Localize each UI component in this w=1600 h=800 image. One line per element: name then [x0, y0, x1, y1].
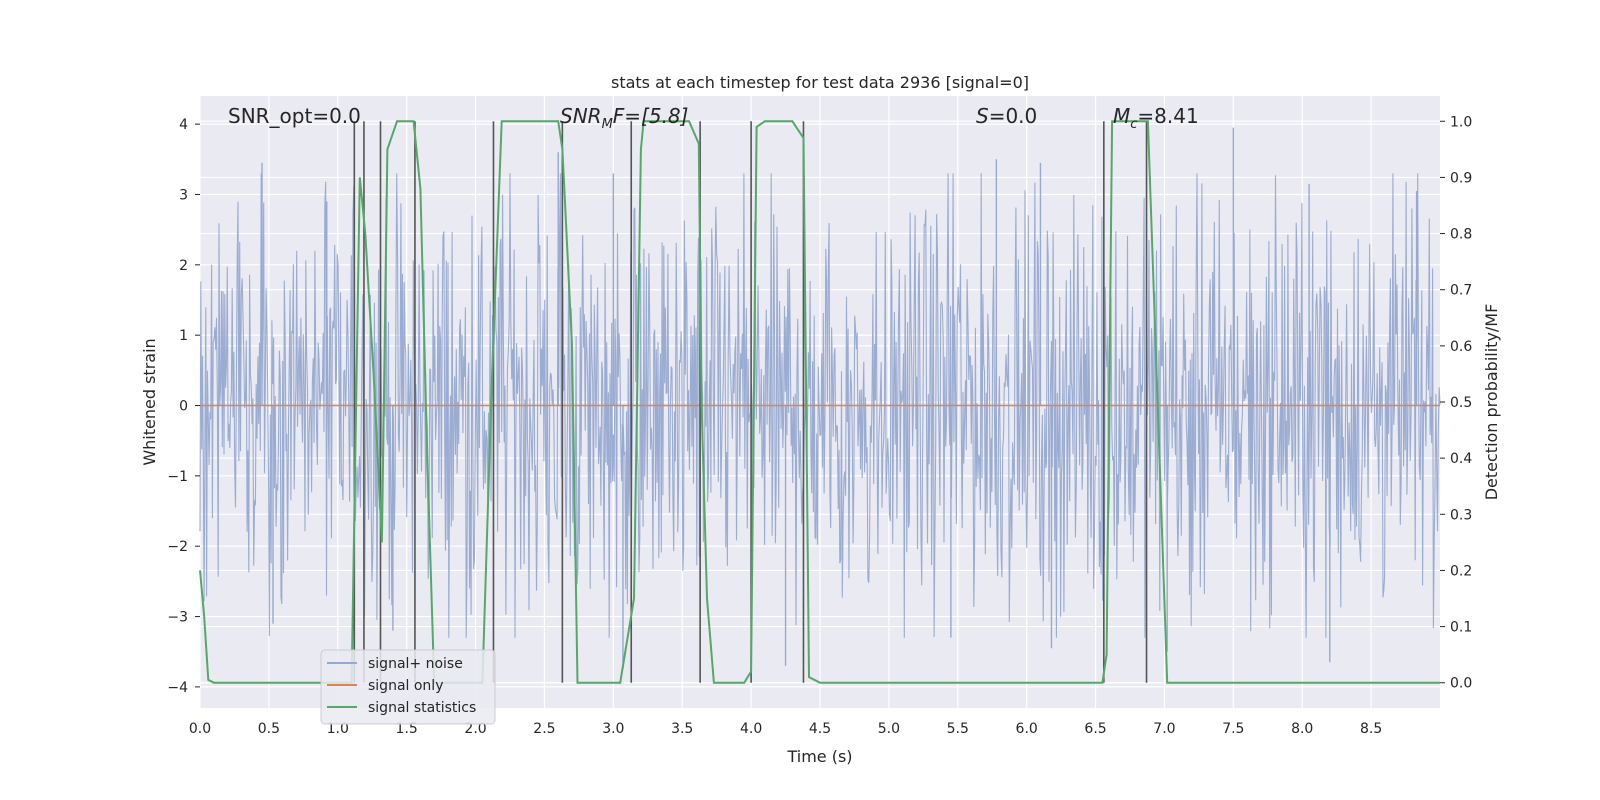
x-tick-label: 6.0	[1016, 721, 1038, 737]
y-tick-label: −4	[167, 680, 188, 696]
y-tick-labels: 4 3 2 1 0 −1 −2 −3 −4	[167, 117, 200, 696]
x-tick-label: 4.0	[740, 721, 762, 737]
y-tick-label: 0	[179, 399, 188, 415]
y-axis-label: Whitened strain	[140, 338, 159, 465]
legend-label-signal: signal only	[368, 678, 443, 694]
y-tick-label: 4	[179, 117, 188, 133]
y-tick-label: 3	[179, 187, 188, 203]
mc-sub: c	[1130, 117, 1137, 132]
annotation-snr-opt: SNR_opt=0.0	[228, 104, 361, 128]
mc-italic: M	[1113, 104, 1130, 128]
s-rest: =0.0	[989, 104, 1038, 128]
y2-tick-label: 0.4	[1450, 451, 1472, 467]
legend-label-stats: signal statistics	[368, 700, 476, 716]
y2-axis-label: Detection probability/MF	[1482, 304, 1501, 501]
y2-tick-label: 0.8	[1450, 227, 1472, 243]
x-tick-label: 6.5	[1084, 721, 1106, 737]
y-tick-label: −3	[167, 610, 188, 626]
x-tick-label: 1.5	[396, 721, 418, 737]
annotation-mc: Mc=8.41	[1113, 104, 1199, 132]
y-tick-label: −2	[167, 539, 188, 555]
x-tick-label: 1.0	[327, 721, 349, 737]
legend-label-noise: signal+ noise	[368, 656, 463, 672]
y-tick-label: −1	[167, 469, 188, 485]
snr-mf-sub: M	[602, 117, 613, 132]
statistics-series	[199, 120, 1440, 684]
snr-mf-main: SNR	[560, 104, 602, 128]
x-tick-label: 5.0	[878, 721, 900, 737]
x-tick-label: 8.5	[1360, 721, 1382, 737]
x-tick-label: 0.0	[189, 721, 211, 737]
x-tick-label: 2.5	[533, 721, 555, 737]
snr-mf-rest: F=[5.8]	[613, 104, 689, 128]
x-axis-label: Time (s)	[786, 747, 852, 766]
legend: signal+ noise signal only signal statist…	[320, 649, 496, 725]
mc-rest: =8.41	[1137, 104, 1198, 128]
chart-title: stats at each timestep for test data 293…	[611, 73, 1029, 92]
y2-tick-labels: 1.0 0.9 0.8 0.7 0.6 0.5 0.4 0.3 0.2 0.1 0.0	[1440, 114, 1472, 692]
legend-box	[320, 649, 496, 725]
y2-tick-label: 1.0	[1450, 114, 1472, 130]
x-tick-label: 0.5	[258, 721, 280, 737]
x-tick-label: 7.5	[1222, 721, 1244, 737]
noise-line	[199, 173, 1441, 638]
y2-tick-label: 0.0	[1450, 676, 1472, 692]
y2-tick-label: 0.6	[1450, 339, 1472, 355]
x-tick-labels: 0.0 0.5 1.0 1.5 2.0 2.5 3.0 3.5 4.0 4.5 5.0 5.5 6.0 6…	[189, 721, 1382, 737]
x-tick-label: 3.0	[602, 721, 624, 737]
y-tick-label: 1	[179, 328, 188, 344]
y2-tick-label: 0.9	[1450, 170, 1472, 186]
y2-tick-label: 0.7	[1450, 283, 1472, 299]
annotation-s: S=0.0	[976, 104, 1037, 128]
y2-tick-label: 0.5	[1450, 395, 1472, 411]
x-tick-label: 3.5	[671, 721, 693, 737]
y2-tick-label: 0.3	[1450, 507, 1472, 523]
x-tick-label: 7.0	[1153, 721, 1175, 737]
x-tick-label: 8.0	[1291, 721, 1313, 737]
annotation-snr-mf: SNRMF=[5.8]	[560, 104, 688, 132]
x-tick-label: 5.5	[947, 721, 969, 737]
y2-tick-label: 0.1	[1450, 620, 1472, 636]
x-tick-label: 2.0	[464, 721, 486, 737]
y-tick-label: 2	[179, 258, 188, 274]
y2-tick-label: 0.2	[1450, 563, 1472, 579]
statistics-line	[199, 120, 1440, 684]
s-italic: S	[976, 104, 989, 128]
x-tick-label: 4.5	[809, 721, 831, 737]
